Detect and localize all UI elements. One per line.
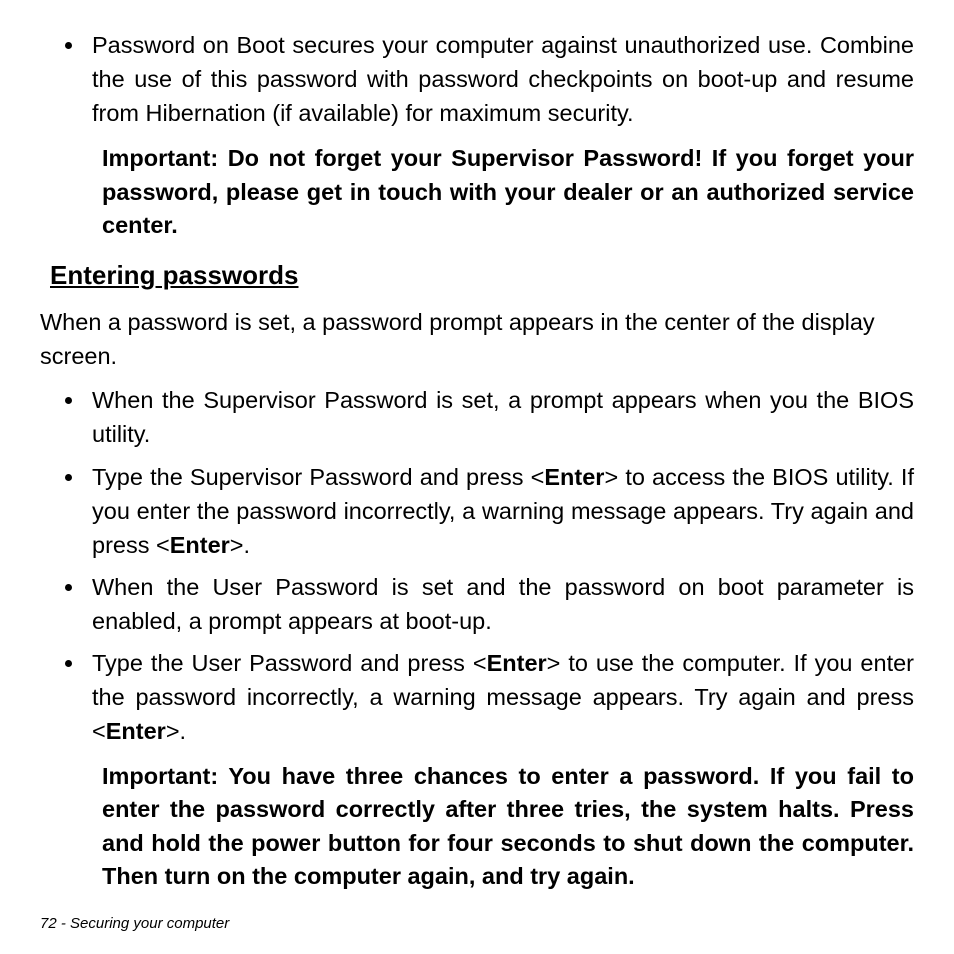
- section-heading: Entering passwords: [50, 260, 914, 291]
- list-item: Type the User Password and press <Enter>…: [86, 646, 914, 748]
- bold-run: Enter: [106, 718, 166, 744]
- bold-run: Enter: [487, 650, 547, 676]
- footer-page-number: 72: [40, 915, 57, 932]
- text-run: When the Supervisor Password is set, a p…: [92, 387, 914, 447]
- document-page: Password on Boot secures your computer a…: [0, 0, 954, 954]
- section-heading-text: Entering passwords: [50, 260, 299, 290]
- main-bullet-list: When the Supervisor Password is set, a p…: [40, 383, 914, 748]
- list-item: When the Supervisor Password is set, a p…: [86, 383, 914, 451]
- intro-paragraph: When a password is set, a password promp…: [40, 305, 914, 373]
- intro-text: When a password is set, a password promp…: [40, 309, 875, 369]
- important-note-2-text: Important: You have three chances to ent…: [102, 763, 914, 889]
- text-run: >.: [230, 532, 250, 558]
- text-run: >.: [166, 718, 186, 744]
- list-item: When the User Password is set and the pa…: [86, 570, 914, 638]
- bold-run: Enter: [544, 464, 604, 490]
- important-note-1-text: Important: Do not forget your Supervisor…: [102, 145, 914, 238]
- footer-title: Securing your computer: [70, 915, 229, 932]
- top-bullet-item: Password on Boot secures your computer a…: [86, 28, 914, 130]
- text-run: When the User Password is set and the pa…: [92, 574, 914, 634]
- important-note-2: Important: You have three chances to ent…: [102, 760, 914, 893]
- top-bullet-text: Password on Boot secures your computer a…: [92, 32, 914, 126]
- page-footer: 72 - Securing your computer: [40, 915, 229, 932]
- footer-separator: -: [57, 915, 70, 932]
- list-item: Type the Supervisor Password and press <…: [86, 460, 914, 562]
- important-note-1: Important: Do not forget your Supervisor…: [102, 142, 914, 242]
- text-run: Type the User Password and press <: [92, 650, 487, 676]
- top-bullet-list: Password on Boot secures your computer a…: [40, 28, 914, 130]
- text-run: Type the Supervisor Password and press <: [92, 464, 544, 490]
- bold-run: Enter: [170, 532, 230, 558]
